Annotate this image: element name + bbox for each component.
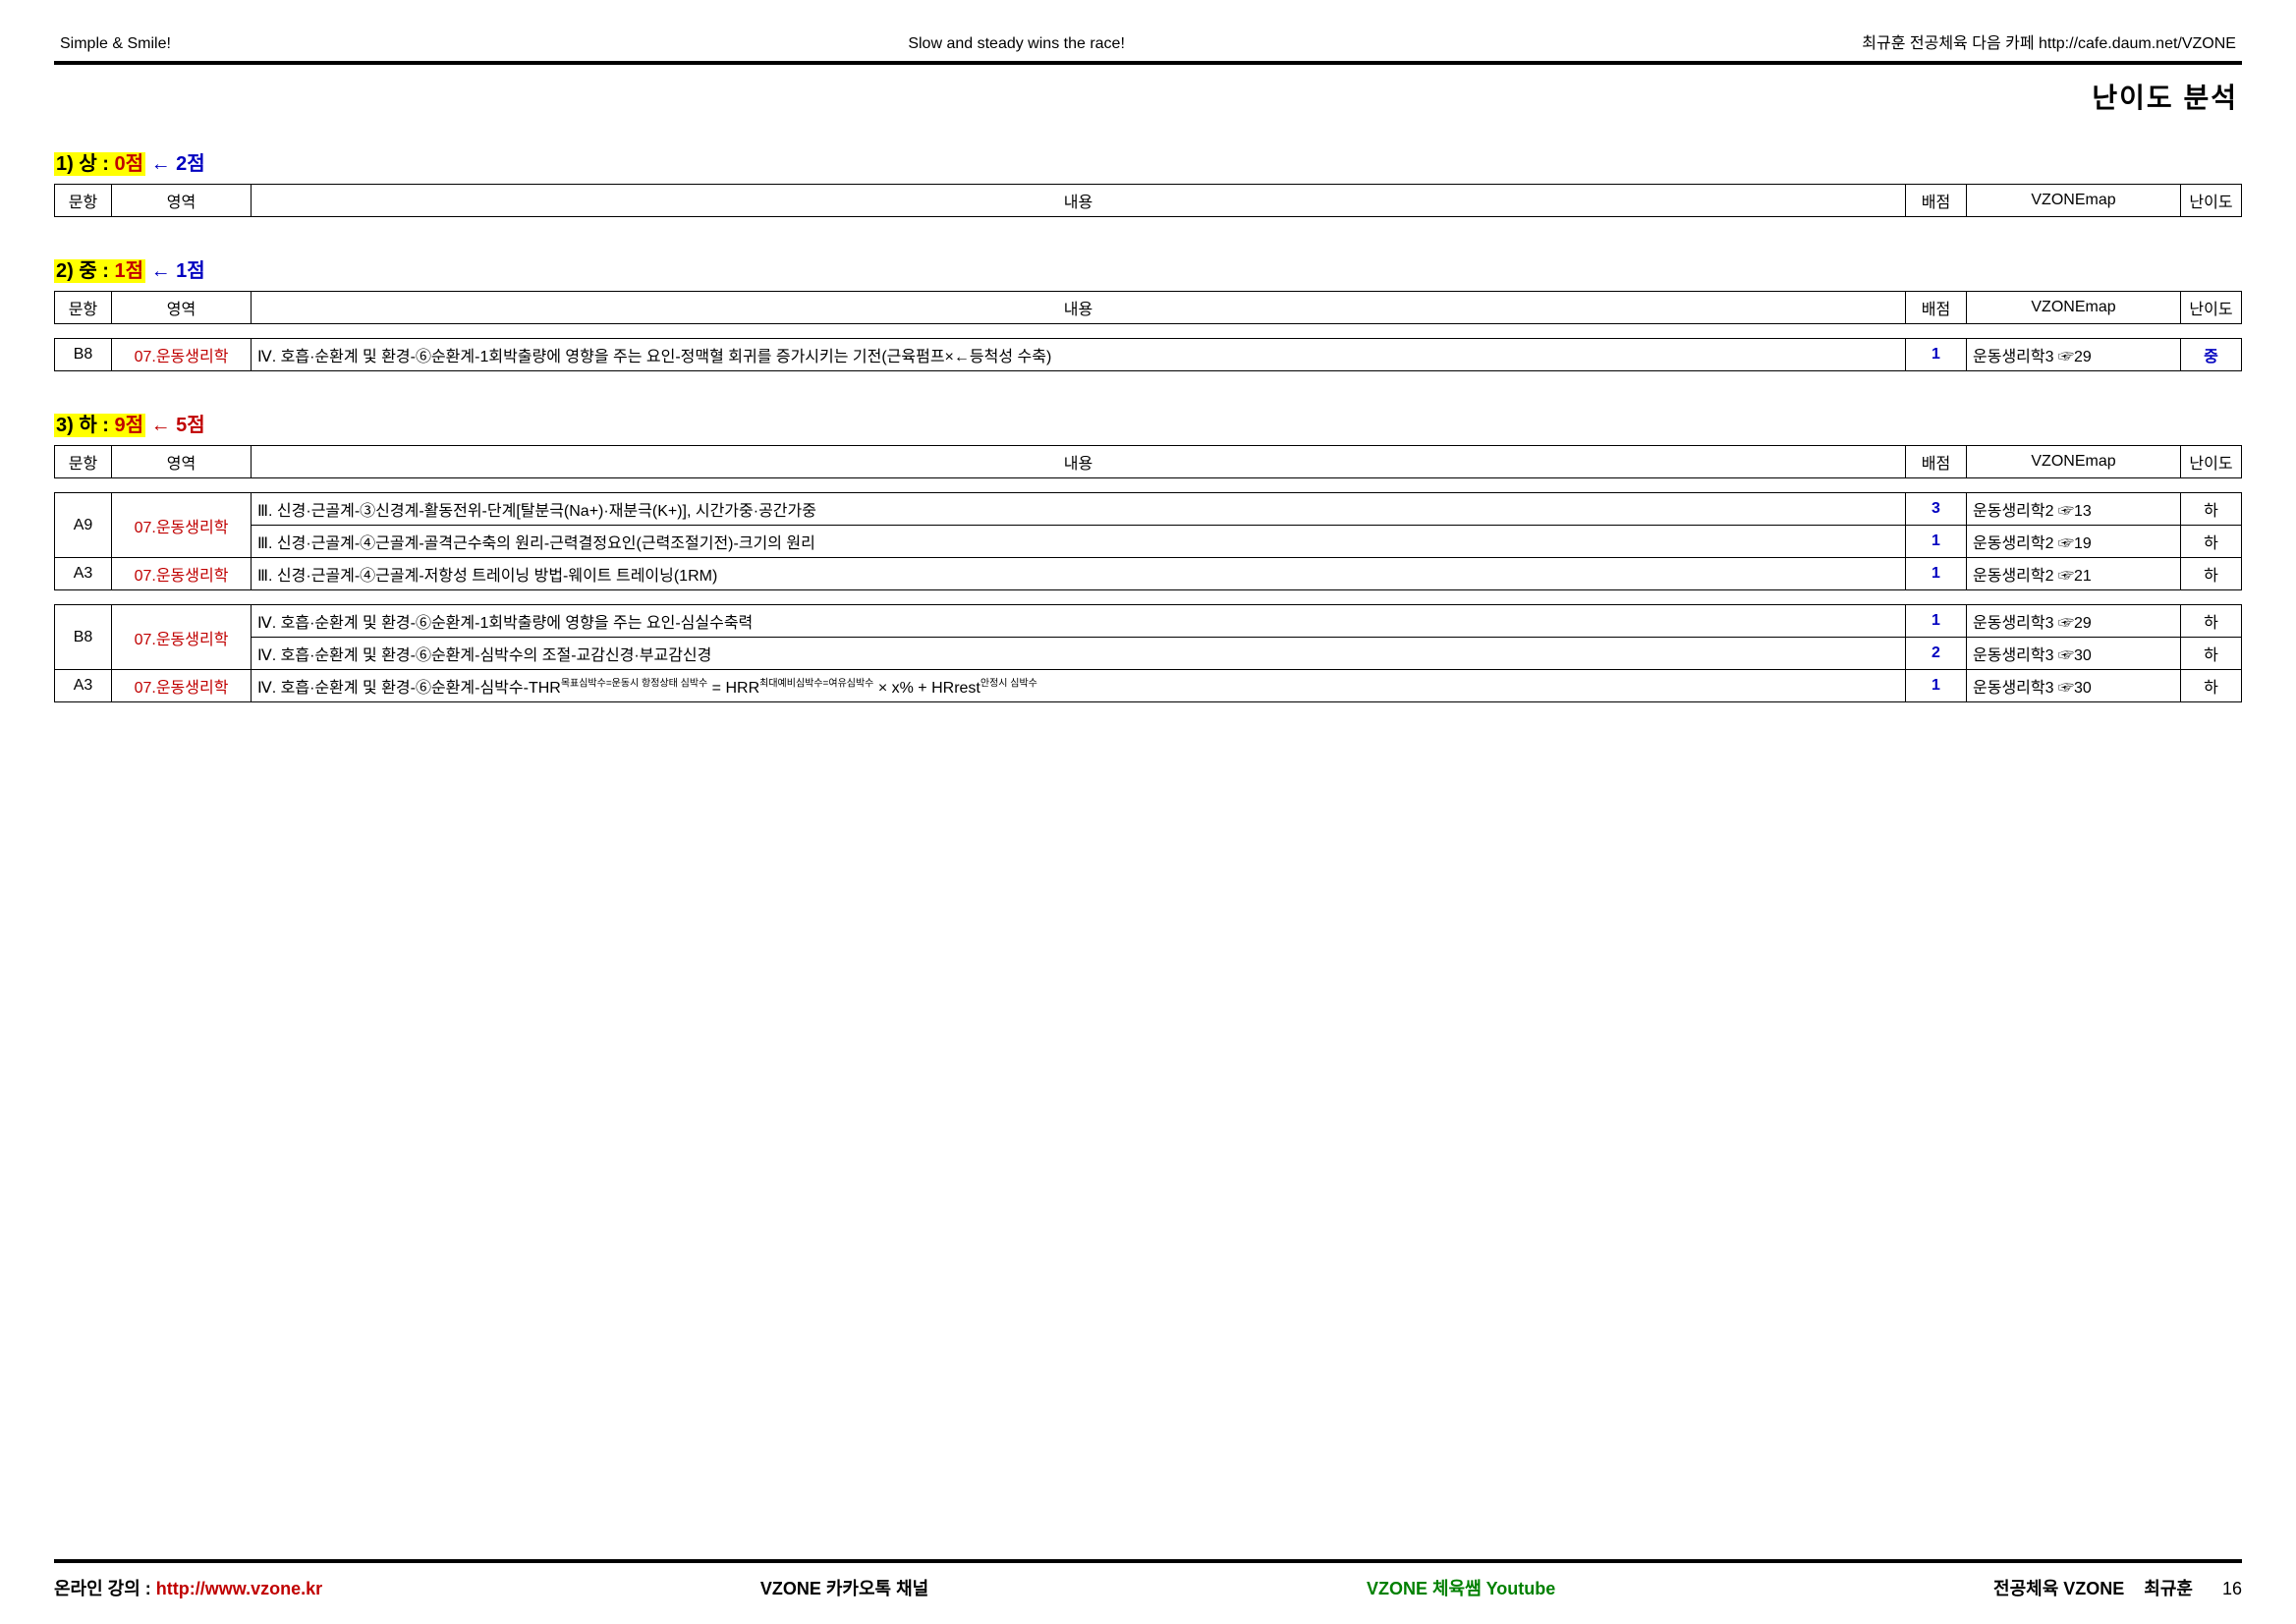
table-row: Ⅳ. 호흡·순환계 및 환경-⑥순환계-심박수의 조절-교감신경·부교감신경2운…	[55, 638, 2242, 670]
table-row: Ⅲ. 신경·근골계-④근골계-골격근수축의 원리-근력결정요인(근력조절기전)-…	[55, 526, 2242, 558]
cell-content: Ⅳ. 호흡·순환계 및 환경-⑥순환계-1회박출량에 영향을 주는 요인-정맥혈…	[252, 339, 1906, 371]
cell-content: Ⅳ. 호흡·순환계 및 환경-⑥순환계-1회박출량에 영향을 주는 요인-심실수…	[252, 605, 1906, 638]
cell-content: Ⅳ. 호흡·순환계 및 환경-⑥순환계-심박수-THR목표심박수=운동시 항정상…	[252, 670, 1906, 702]
col-header-diff: 난이도	[2181, 292, 2242, 324]
cell-question: B8	[55, 339, 112, 371]
table-row: A907.운동생리학Ⅲ. 신경·근골계-③신경계-활동전위-단계[탈분극(Na+…	[55, 493, 2242, 526]
section-heading: 3) 하 : 9점 ← 5점	[54, 409, 2242, 437]
col-header-map: VZONEmap	[1967, 292, 2181, 324]
col-header-score: 배점	[1906, 185, 1967, 217]
cell-map: 운동생리학3 ☞30	[1967, 638, 2181, 670]
table-header: 문항영역내용배점VZONEmap난이도	[54, 445, 2242, 478]
table-row: B807.운동생리학Ⅳ. 호흡·순환계 및 환경-⑥순환계-1회박출량에 영향을…	[55, 339, 2242, 371]
table-group: A907.운동생리학Ⅲ. 신경·근골계-③신경계-활동전위-단계[탈분극(Na+…	[54, 492, 2242, 590]
cell-difficulty: 하	[2181, 605, 2242, 638]
cell-content: Ⅳ. 호흡·순환계 및 환경-⑥순환계-심박수의 조절-교감신경·부교감신경	[252, 638, 1906, 670]
table-header: 문항영역내용배점VZONEmap난이도	[54, 184, 2242, 217]
cell-area: 07.운동생리학	[112, 670, 252, 702]
cell-difficulty: 하	[2181, 670, 2242, 702]
cell-score: 1	[1906, 670, 1967, 702]
cell-difficulty: 하	[2181, 526, 2242, 558]
cell-score: 2	[1906, 638, 1967, 670]
cell-map: 운동생리학2 ☞13	[1967, 493, 2181, 526]
col-header-map: VZONEmap	[1967, 446, 2181, 478]
section-s2: 2) 중 : 1점 ← 1점문항영역내용배점VZONEmap난이도 B807.운동…	[54, 254, 2242, 371]
page-footer: 온라인 강의 : http://www.vzone.kr VZONE 카카오톡 …	[54, 1559, 2242, 1600]
col-header-score: 배점	[1906, 292, 1967, 324]
cell-map: 운동생리학2 ☞19	[1967, 526, 2181, 558]
table-row: A307.운동생리학Ⅳ. 호흡·순환계 및 환경-⑥순환계-심박수-THR목표심…	[55, 670, 2242, 702]
cell-question: A9	[55, 493, 112, 558]
footer-url: http://www.vzone.kr	[156, 1579, 322, 1598]
cell-content: Ⅲ. 신경·근골계-④근골계-골격근수축의 원리-근력결정요인(근력조절기전)-…	[252, 526, 1906, 558]
cell-area: 07.운동생리학	[112, 558, 252, 590]
cell-difficulty: 하	[2181, 493, 2242, 526]
cell-score: 1	[1906, 558, 1967, 590]
header-left: Simple & Smile!	[60, 35, 171, 53]
cell-question: A3	[55, 670, 112, 702]
footer-page: 16	[2222, 1579, 2242, 1598]
cell-question: B8	[55, 605, 112, 670]
table-row: A307.운동생리학Ⅲ. 신경·근골계-④근골계-저항성 트레이닝 방법-웨이트…	[55, 558, 2242, 590]
footer-center1: VZONE 카카오톡 채널	[760, 1575, 928, 1600]
cell-difficulty: 하	[2181, 558, 2242, 590]
cell-map: 운동생리학3 ☞29	[1967, 339, 2181, 371]
cell-score: 1	[1906, 339, 1967, 371]
cell-score: 3	[1906, 493, 1967, 526]
cell-score: 1	[1906, 526, 1967, 558]
table-row: B807.운동생리학Ⅳ. 호흡·순환계 및 환경-⑥순환계-1회박출량에 영향을…	[55, 605, 2242, 638]
col-header-content: 내용	[252, 292, 1906, 324]
table-group: B807.운동생리학Ⅳ. 호흡·순환계 및 환경-⑥순환계-1회박출량에 영향을…	[54, 338, 2242, 371]
cell-area: 07.운동생리학	[112, 493, 252, 558]
table-group: B807.운동생리학Ⅳ. 호흡·순환계 및 환경-⑥순환계-1회박출량에 영향을…	[54, 604, 2242, 702]
col-header-area: 영역	[112, 292, 252, 324]
cell-map: 운동생리학3 ☞29	[1967, 605, 2181, 638]
table-header: 문항영역내용배점VZONEmap난이도	[54, 291, 2242, 324]
section-s1: 1) 상 : 0점 ← 2점문항영역내용배점VZONEmap난이도	[54, 147, 2242, 217]
col-header-content: 내용	[252, 446, 1906, 478]
footer-left: 온라인 강의 : http://www.vzone.kr	[54, 1575, 322, 1600]
cell-content: Ⅲ. 신경·근골계-③신경계-활동전위-단계[탈분극(Na+)·재분극(K+)]…	[252, 493, 1906, 526]
col-header-q: 문항	[55, 446, 112, 478]
col-header-area: 영역	[112, 446, 252, 478]
section-heading: 1) 상 : 0점 ← 2점	[54, 147, 2242, 176]
section-heading: 2) 중 : 1점 ← 1점	[54, 254, 2242, 283]
cell-content: Ⅲ. 신경·근골계-④근골계-저항성 트레이닝 방법-웨이트 트레이닝(1RM)	[252, 558, 1906, 590]
col-header-area: 영역	[112, 185, 252, 217]
sections-host: 1) 상 : 0점 ← 2점문항영역내용배점VZONEmap난이도2) 중 : …	[54, 147, 2242, 702]
col-header-map: VZONEmap	[1967, 185, 2181, 217]
footer-rule	[54, 1559, 2242, 1563]
cell-map: 운동생리학2 ☞21	[1967, 558, 2181, 590]
col-header-content: 내용	[252, 185, 1906, 217]
cell-map: 운동생리학3 ☞30	[1967, 670, 2181, 702]
cell-difficulty: 하	[2181, 638, 2242, 670]
cell-area: 07.운동생리학	[112, 339, 252, 371]
col-header-q: 문항	[55, 292, 112, 324]
footer-right: 전공체육 VZONE 최규훈16	[1993, 1575, 2242, 1600]
col-header-score: 배점	[1906, 446, 1967, 478]
header-center: Slow and steady wins the race!	[908, 35, 1125, 53]
page-title: 난이도 분석	[54, 65, 2242, 147]
col-header-q: 문항	[55, 185, 112, 217]
col-header-diff: 난이도	[2181, 446, 2242, 478]
section-s3: 3) 하 : 9점 ← 5점문항영역내용배점VZONEmap난이도A907.운동…	[54, 409, 2242, 702]
footer-center2: VZONE 체육쌤 Youtube	[1367, 1575, 1555, 1600]
cell-difficulty: 중	[2181, 339, 2242, 371]
page-header: Simple & Smile! Slow and steady wins the…	[54, 29, 2242, 59]
cell-area: 07.운동생리학	[112, 605, 252, 670]
cell-question: A3	[55, 558, 112, 590]
cell-score: 1	[1906, 605, 1967, 638]
col-header-diff: 난이도	[2181, 185, 2242, 217]
header-right: 최규훈 전공체육 다음 카페 http://cafe.daum.net/VZON…	[1862, 29, 2236, 53]
